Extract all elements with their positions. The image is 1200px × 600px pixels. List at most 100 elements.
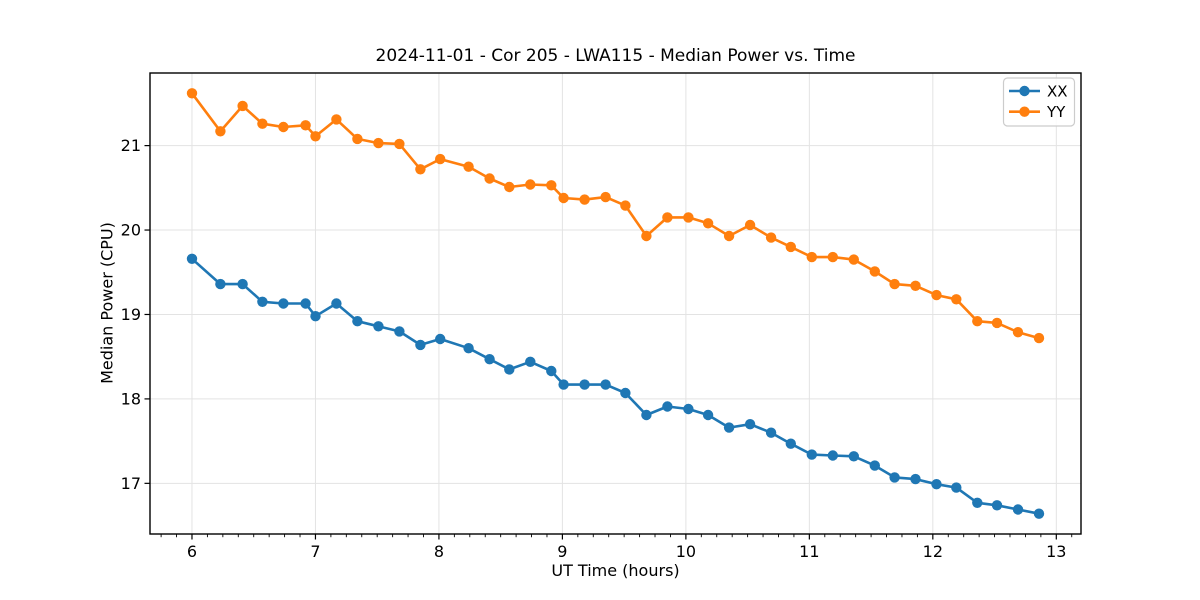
- chart-title: 2024-11-01 - Cor 205 - LWA115 - Median P…: [375, 46, 856, 66]
- series-marker-XX: [683, 403, 694, 415]
- series-marker-YY: [278, 121, 289, 133]
- series-marker-XX: [785, 438, 796, 449]
- series-marker-YY: [806, 251, 817, 263]
- series-marker-XX: [463, 343, 474, 354]
- x-tick-label: 13: [1046, 542, 1066, 561]
- series-marker-XX: [827, 450, 838, 461]
- series-marker-YY: [525, 179, 536, 190]
- legend-entry-XX: XX: [1009, 83, 1068, 101]
- series-marker-YY: [702, 218, 714, 229]
- series-marker-YY: [257, 118, 268, 129]
- series-marker-XX: [352, 316, 363, 327]
- y-tick-label: 19: [121, 305, 141, 324]
- series-marker-YY: [972, 316, 983, 327]
- series-marker-YY: [1033, 332, 1045, 344]
- series-marker-YY: [910, 280, 921, 291]
- series-marker-YY: [310, 131, 321, 142]
- series-marker-XX: [373, 321, 384, 332]
- series-marker-YY: [683, 212, 694, 223]
- series-marker-XX: [278, 298, 289, 309]
- x-tick-label: 8: [434, 542, 444, 561]
- series-marker-YY: [641, 230, 652, 242]
- series-marker-YY: [504, 181, 515, 193]
- series-marker-XX: [951, 482, 962, 493]
- series-marker-XX: [331, 298, 342, 309]
- legend-entry-YY: YY: [1009, 103, 1066, 121]
- x-tick-label: 10: [676, 542, 696, 561]
- series-marker-YY: [723, 230, 735, 242]
- series-marker-XX: [1033, 508, 1045, 519]
- series-marker-YY: [373, 137, 384, 149]
- legend-label-XX: XX: [1047, 83, 1068, 101]
- series-marker-YY: [991, 317, 1003, 329]
- series-marker-YY: [744, 219, 756, 231]
- series-marker-XX: [869, 460, 880, 471]
- series-marker-XX: [702, 409, 714, 421]
- series-marker-YY: [662, 212, 673, 223]
- series-marker-XX: [504, 364, 515, 375]
- series-marker-XX: [546, 365, 557, 377]
- series-marker-YY: [435, 153, 446, 165]
- series-marker-YY: [600, 191, 611, 203]
- y-tick-label: 17: [121, 474, 141, 493]
- series-marker-YY: [869, 266, 880, 277]
- legend-marker-YY: [1019, 106, 1030, 117]
- series-marker-YY: [848, 254, 859, 265]
- series-marker-YY: [558, 192, 569, 204]
- y-axis-label-text: Median Power (CPU): [97, 222, 117, 384]
- series-marker-YY: [186, 88, 198, 99]
- series-marker-XX: [579, 379, 590, 390]
- series-marker-YY: [765, 232, 777, 243]
- x-axis-label: UT Time (hours): [551, 561, 680, 580]
- series-marker-XX: [558, 379, 569, 390]
- series-marker-YY: [352, 133, 363, 145]
- x-tick-label: 9: [557, 542, 567, 561]
- series-marker-XX: [723, 422, 735, 433]
- series-marker-XX: [641, 409, 652, 421]
- x-tick-label: 11: [799, 542, 819, 561]
- series-marker-YY: [1012, 327, 1024, 338]
- series-marker-YY: [394, 138, 405, 150]
- series-marker-YY: [931, 289, 942, 301]
- series-marker-YY: [331, 114, 342, 125]
- series-marker-XX: [991, 500, 1003, 511]
- series-marker-YY: [415, 164, 426, 175]
- series-marker-XX: [484, 354, 495, 365]
- series-marker-XX: [394, 326, 405, 337]
- series-marker-YY: [579, 194, 590, 205]
- series-marker-XX: [435, 333, 446, 345]
- y-tick-label: 21: [121, 136, 141, 155]
- legend-label-YY: YY: [1046, 103, 1066, 121]
- series-marker-XX: [310, 311, 321, 322]
- series-marker-XX: [910, 473, 921, 485]
- series-marker-XX: [237, 278, 248, 290]
- series-marker-YY: [785, 241, 796, 253]
- series-marker-YY: [237, 100, 248, 112]
- series-marker-XX: [662, 401, 673, 412]
- series-marker-XX: [1012, 504, 1024, 515]
- series-marker-YY: [215, 126, 226, 137]
- series-marker-YY: [484, 173, 495, 184]
- legend: XX YY: [1002, 77, 1076, 127]
- series-marker-YY: [463, 161, 474, 172]
- plot-border: [149, 72, 1082, 535]
- series-marker-XX: [215, 278, 226, 290]
- series-marker-YY: [951, 294, 962, 305]
- series-marker-XX: [744, 419, 756, 430]
- series-marker-XX: [415, 339, 426, 351]
- series-marker-XX: [186, 253, 198, 264]
- series-marker-YY: [546, 180, 557, 191]
- x-tick-label: 12: [923, 542, 943, 561]
- series-marker-XX: [257, 296, 268, 307]
- series-marker-YY: [889, 278, 900, 290]
- series-marker-XX: [525, 356, 536, 367]
- x-tick-label: 6: [187, 542, 197, 561]
- series-marker-XX: [931, 479, 942, 490]
- y-tick-label: 18: [121, 389, 141, 408]
- series-marker-XX: [300, 298, 311, 309]
- series-line-YY: [190, 92, 1040, 340]
- series-marker-XX: [806, 449, 817, 460]
- x-tick-label: 7: [310, 542, 320, 561]
- series-marker-XX: [765, 427, 777, 438]
